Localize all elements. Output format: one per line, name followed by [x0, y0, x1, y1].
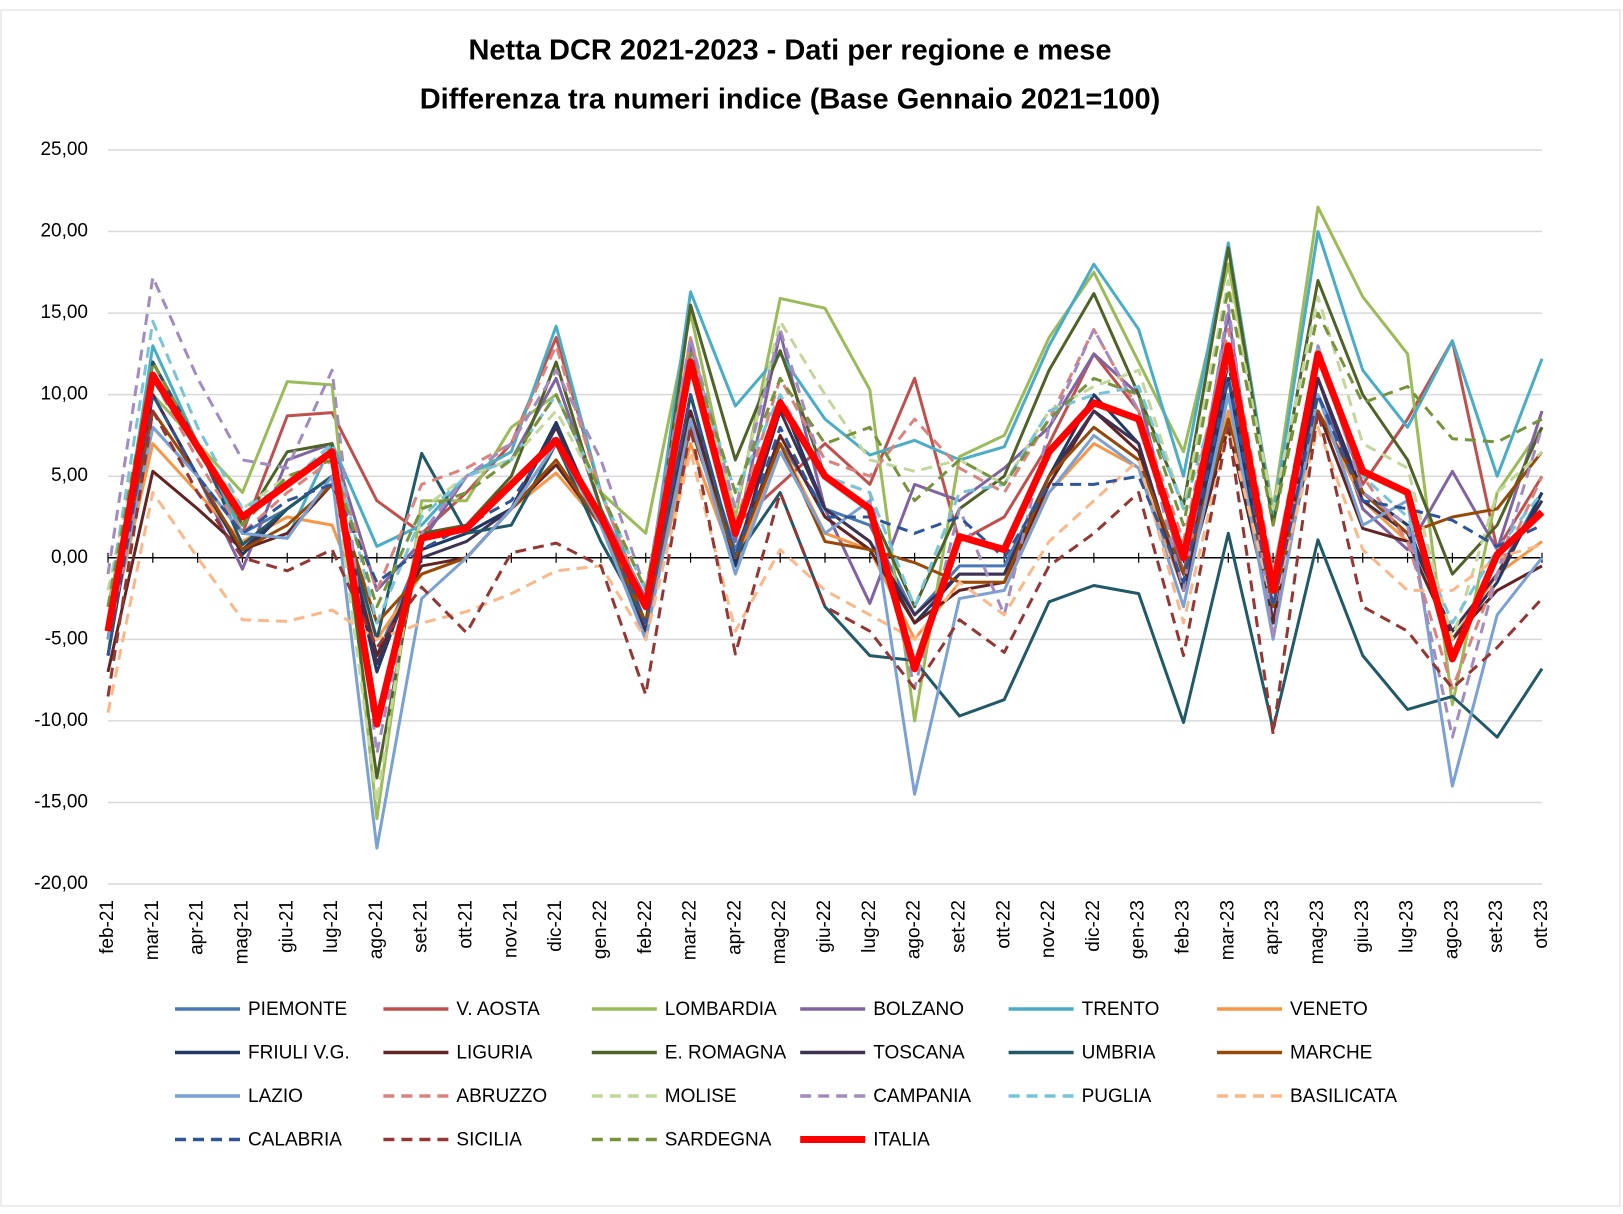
chart-border	[0, 9, 1621, 1207]
series-line	[106, 287, 1543, 609]
x-tick-label: giu-23	[1352, 900, 1373, 953]
y-tick-label: 25,00	[40, 139, 88, 160]
chart-title: Netta DCR 2021-2023 - Dati per regione e…	[468, 35, 1111, 67]
legend-label: MOLISE	[665, 1086, 737, 1107]
legend-label: ITALIA	[873, 1130, 930, 1151]
legend-label: UMBRIA	[1082, 1043, 1156, 1064]
legend-label: BASILICATA	[1290, 1086, 1397, 1107]
x-tick-label: set-21	[411, 900, 432, 953]
x-tick-label: ago-21	[366, 900, 387, 959]
series-line	[106, 278, 1544, 804]
y-tick-label: 0,00	[51, 547, 88, 568]
x-tick-label: gen-22	[590, 900, 611, 959]
y-tick-label: 20,00	[40, 221, 88, 242]
legend-label: TRENTO	[1082, 999, 1160, 1020]
x-tick-label: ago-22	[904, 900, 925, 959]
legend-label: LOMBARDIA	[665, 999, 777, 1020]
x-tick-label: feb-21	[97, 900, 118, 954]
x-tick-label: mag-23	[1307, 900, 1328, 964]
x-tick-label: ott-21	[456, 900, 477, 949]
legend-label: CAMPANIA	[873, 1086, 971, 1107]
legend-label: E. ROMAGNA	[665, 1043, 787, 1064]
x-tick-label: lug-21	[321, 900, 342, 953]
x-tick-label: apr-22	[724, 900, 745, 955]
series-line	[106, 230, 1544, 640]
y-tick-label: 5,00	[51, 465, 88, 486]
x-tick-label: mar-22	[680, 900, 701, 960]
y-tick-label: -5,00	[45, 628, 88, 649]
x-tick-label: ott-23	[1531, 900, 1552, 949]
series-line	[106, 393, 1544, 850]
chart-subtitle: Differenza tra numeri indice (Base Genna…	[420, 84, 1161, 116]
legend-label: PIEMONTE	[248, 999, 347, 1020]
x-tick-label: set-23	[1486, 900, 1507, 953]
legend-label: SICILIA	[456, 1130, 522, 1151]
legend-label: PUGLIA	[1082, 1086, 1152, 1107]
legend-label: LAZIO	[248, 1086, 303, 1107]
x-tick-label: mar-23	[1217, 900, 1238, 960]
x-tick-label: lug-23	[1397, 900, 1418, 953]
legend-label: CALABRIA	[248, 1130, 342, 1151]
legend-label: BOLZANO	[873, 999, 964, 1020]
y-tick-label: 10,00	[40, 384, 88, 405]
legend-label: MARCHE	[1290, 1043, 1372, 1064]
x-tick-label: nov-22	[1038, 900, 1059, 958]
y-tick-label: -20,00	[34, 873, 88, 894]
legend-label: VENETO	[1290, 999, 1368, 1020]
x-tick-label: apr-21	[187, 900, 208, 955]
legend-label: V. AOSTA	[456, 999, 540, 1020]
x-tick-label: dic-21	[545, 900, 566, 952]
x-tick-label: gen-23	[1128, 900, 1149, 959]
y-tick-label: 15,00	[40, 302, 88, 323]
x-tick-label: mar-21	[142, 900, 163, 960]
series-line	[106, 425, 1543, 714]
series-line	[104, 342, 1545, 728]
legend-label: ABRUZZO	[456, 1086, 547, 1107]
y-tick-label: -15,00	[34, 791, 88, 812]
x-tick-label: giu-22	[814, 900, 835, 953]
y-tick-label: -10,00	[34, 710, 88, 731]
x-tick-label: lug-22	[859, 900, 880, 953]
x-tick-label: feb-23	[1173, 900, 1194, 954]
x-tick-label: dic-22	[1083, 900, 1104, 952]
x-tick-label: set-22	[948, 900, 969, 953]
x-tick-label: giu-21	[276, 900, 297, 953]
x-tick-label: apr-23	[1262, 900, 1283, 955]
x-tick-label: nov-21	[500, 900, 521, 958]
x-tick-label: feb-22	[635, 900, 656, 954]
x-tick-label: mag-21	[231, 900, 252, 964]
legend-label: FRIULI V.G.	[248, 1043, 350, 1064]
legend-label: TOSCANA	[873, 1043, 965, 1064]
legend-label: SARDEGNA	[665, 1130, 772, 1151]
legend-label: LIGURIA	[456, 1043, 532, 1064]
x-tick-label: ott-22	[993, 900, 1014, 949]
x-tick-label: mag-22	[769, 900, 790, 964]
x-tick-label: ago-23	[1441, 900, 1462, 959]
